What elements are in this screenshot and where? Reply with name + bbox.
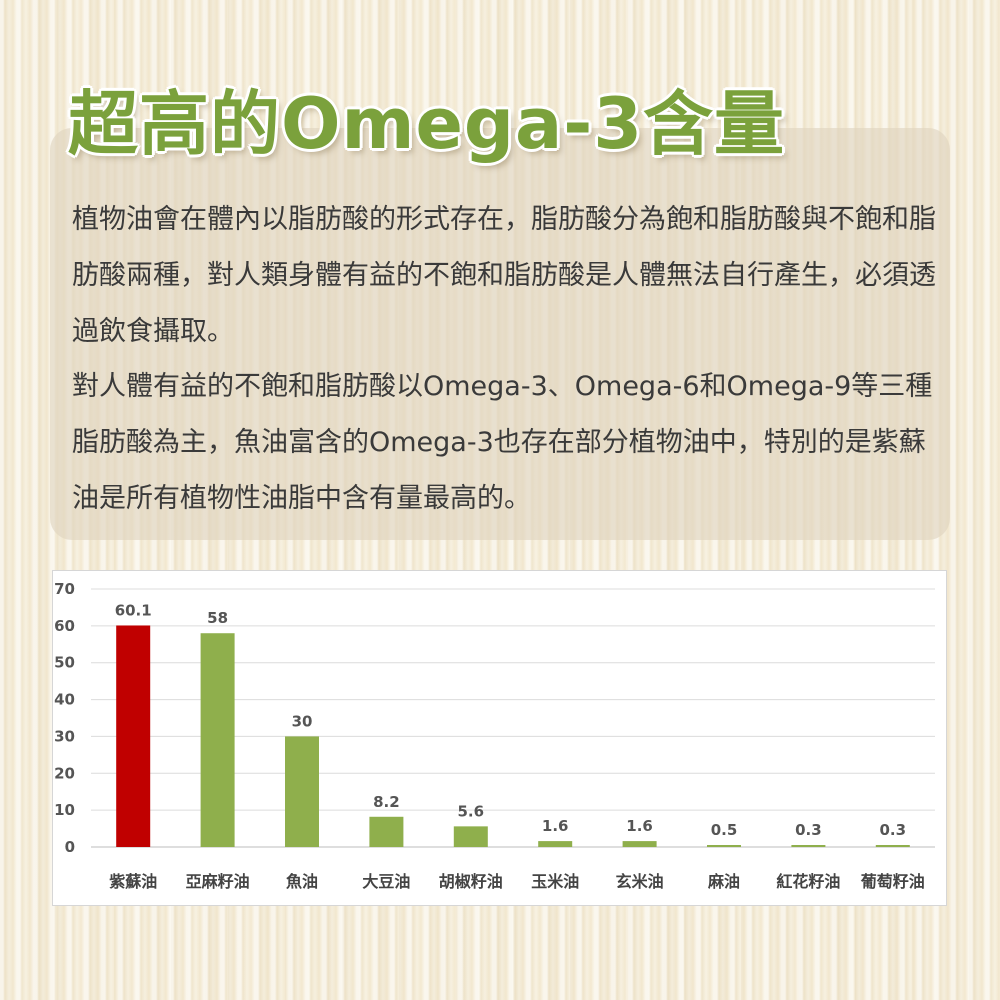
paragraph-1: 植物油會在體內以脂肪酸的形式存在，脂肪酸分為飽和脂肪酸與不飽和脂肪酸兩種，對人類… bbox=[72, 204, 936, 347]
data-label-0: 60.1 bbox=[115, 601, 152, 619]
text-panel bbox=[50, 128, 950, 540]
bar-9 bbox=[875, 845, 910, 847]
data-label-7: 0.5 bbox=[711, 821, 738, 839]
bars bbox=[116, 625, 910, 847]
bar-7 bbox=[707, 845, 741, 847]
data-label-5: 1.6 bbox=[542, 817, 569, 835]
bar-5 bbox=[538, 841, 573, 847]
bar-2 bbox=[285, 736, 319, 847]
omega3-bar-chart: 0 10 20 30 40 50 60 70 60.1 58 30 8.2 5.6 1.6 1.6 0.5 0… bbox=[54, 580, 935, 891]
data-label-2: 30 bbox=[292, 712, 313, 730]
category-label-8: 紅花籽油 bbox=[776, 872, 840, 891]
data-label-6: 1.6 bbox=[626, 817, 653, 835]
category-label-0: 紫蘇油 bbox=[109, 872, 157, 891]
data-labels: 60.1 58 30 8.2 5.6 1.6 1.6 0.5 0.3 0.3 bbox=[115, 601, 906, 839]
y-tick-label: 20 bbox=[54, 764, 75, 782]
x-axis-categories: 紫蘇油 亞麻籽油 魚油 大豆油 胡椒籽油 玉米油 玄米油 麻油 紅花籽油 葡萄籽油 bbox=[109, 872, 925, 891]
category-label-1: 亞麻籽油 bbox=[186, 872, 250, 891]
y-tick-label: 30 bbox=[54, 727, 75, 745]
category-label-4: 胡椒籽油 bbox=[439, 872, 503, 891]
category-label-3: 大豆油 bbox=[362, 872, 410, 891]
data-label-1: 58 bbox=[207, 609, 228, 627]
category-label-6: 玄米油 bbox=[616, 872, 664, 891]
bar-6 bbox=[622, 841, 657, 847]
bar-3 bbox=[369, 816, 404, 847]
data-label-8: 0.3 bbox=[795, 821, 822, 839]
bar-4 bbox=[453, 826, 488, 847]
category-label-5: 玉米油 bbox=[531, 872, 579, 891]
y-tick-label: 40 bbox=[54, 691, 75, 709]
category-label-2: 魚油 bbox=[286, 872, 318, 891]
y-tick-label: 10 bbox=[54, 801, 75, 819]
data-label-9: 0.3 bbox=[880, 821, 907, 839]
category-label-9: 葡萄籽油 bbox=[860, 872, 925, 891]
y-tick-label: 50 bbox=[54, 654, 75, 672]
bar-0 bbox=[116, 625, 151, 847]
data-label-3: 8.2 bbox=[373, 793, 400, 811]
y-tick-label: 60 bbox=[54, 617, 75, 635]
page-title: 超高的Omega-3含量 bbox=[68, 83, 786, 165]
bar-8 bbox=[791, 845, 826, 847]
chart-panel: 0 10 20 30 40 50 60 70 60.1 58 30 8.2 5.6 1.6 1.6 0.5 0… bbox=[52, 570, 947, 906]
y-tick-label: 0 bbox=[65, 838, 75, 856]
paragraph-2: 對人體有益的不飽和脂肪酸以Omega-3、Omega-6和Omega-9等三種脂… bbox=[72, 371, 933, 514]
data-label-4: 5.6 bbox=[458, 802, 485, 820]
bar-1 bbox=[200, 633, 235, 847]
y-tick-label: 70 bbox=[54, 580, 75, 598]
category-label-7: 麻油 bbox=[707, 872, 740, 891]
y-axis-ticks: 0 10 20 30 40 50 60 70 bbox=[54, 580, 75, 856]
